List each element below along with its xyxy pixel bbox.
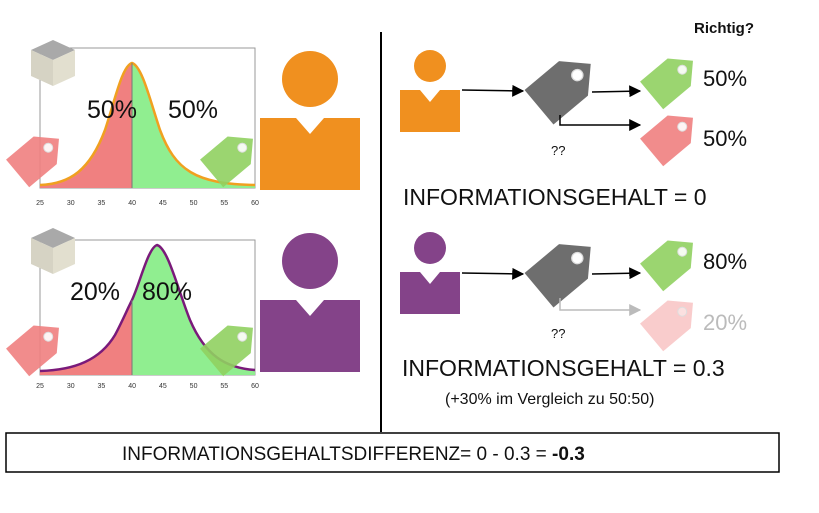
bottom-gray-tag-icon — [523, 229, 606, 309]
footer-result-value: -0.3 — [552, 444, 585, 465]
top-information-content: INFORMATIONSGEHALT = 0 — [403, 184, 707, 210]
person-purple-small-icon — [400, 232, 460, 314]
footer-box — [5, 432, 780, 473]
bottom-chart-green-area — [132, 245, 255, 375]
correct-header: Richtig? — [694, 20, 754, 37]
top-wrong-tag-icon — [639, 103, 706, 167]
bottom-chart-tick-label: 25 — [36, 383, 44, 390]
bottom-chart-tick-labels: 25 30 35 40 45 50 55 60 — [36, 383, 259, 390]
bottom-chart-tick-label: 55 — [220, 383, 228, 390]
footer-formula: INFORMATIONSGEHALTSDIFFERENZ= 0 - 0.3 = … — [122, 444, 585, 465]
top-chart-tick-label: 25 — [36, 200, 44, 207]
bottom-chart-red-area — [40, 300, 132, 375]
bottom-chart-tick-label: 45 — [159, 383, 167, 390]
top-chart-green-area — [132, 63, 255, 188]
bottom-chart-left-percent: 20% — [70, 278, 120, 306]
bottom-chart-tick-label: 40 — [128, 383, 136, 390]
person-orange-large-icon — [260, 51, 360, 190]
bottom-chart-tick-label: 30 — [67, 383, 75, 390]
person-orange-small-icon — [400, 50, 460, 132]
person-purple-large-icon — [260, 233, 360, 372]
bottom-chart-tick-label: 50 — [190, 383, 198, 390]
top-question-marks: ?? — [551, 143, 565, 158]
top-chart-tick-label: 60 — [251, 200, 259, 207]
footer-formula-text: INFORMATIONSGEHALTSDIFFERENZ= 0 - 0.3 = — [122, 444, 552, 465]
top-chart-tick-label: 35 — [98, 200, 106, 207]
top-chart-left-percent: 50% — [87, 96, 137, 124]
top-chart-tick-label: 50 — [190, 200, 198, 207]
bottom-chart-curve — [39, 243, 256, 373]
top-gray-tag-icon — [523, 46, 606, 126]
top-chart-tick-labels: 25 30 35 40 45 50 55 60 — [36, 200, 259, 207]
top-chart-right-percent: 50% — [168, 96, 218, 124]
bottom-wrong-tag-icon — [639, 288, 706, 352]
bottom-chart-tick-label: 60 — [251, 383, 259, 390]
top-chart-red-area — [40, 63, 132, 188]
top-correct-percent: 50% — [703, 66, 747, 91]
top-distribution-chart — [39, 47, 256, 189]
top-chart-tick-label: 30 — [67, 200, 75, 207]
bottom-correct-tag-icon — [639, 228, 706, 292]
bottom-chart-tick-label: 35 — [98, 383, 106, 390]
bottom-question-marks: ?? — [551, 326, 565, 341]
bottom-correct-percent: 80% — [703, 249, 747, 274]
top-chart-tick-label: 45 — [159, 200, 167, 207]
bottom-information-content: INFORMATIONSGEHALT = 0.3 — [402, 355, 725, 381]
top-wrong-percent: 50% — [703, 126, 747, 151]
bottom-wrong-percent: 20% — [703, 310, 747, 335]
top-correct-tag-icon — [639, 46, 706, 110]
top-chart-tick-label: 40 — [128, 200, 136, 207]
top-chart-tick-label: 55 — [220, 200, 228, 207]
comparison-note: (+30% im Vergleich zu 50:50) — [445, 391, 654, 408]
bottom-chart-right-percent: 80% — [142, 278, 192, 306]
